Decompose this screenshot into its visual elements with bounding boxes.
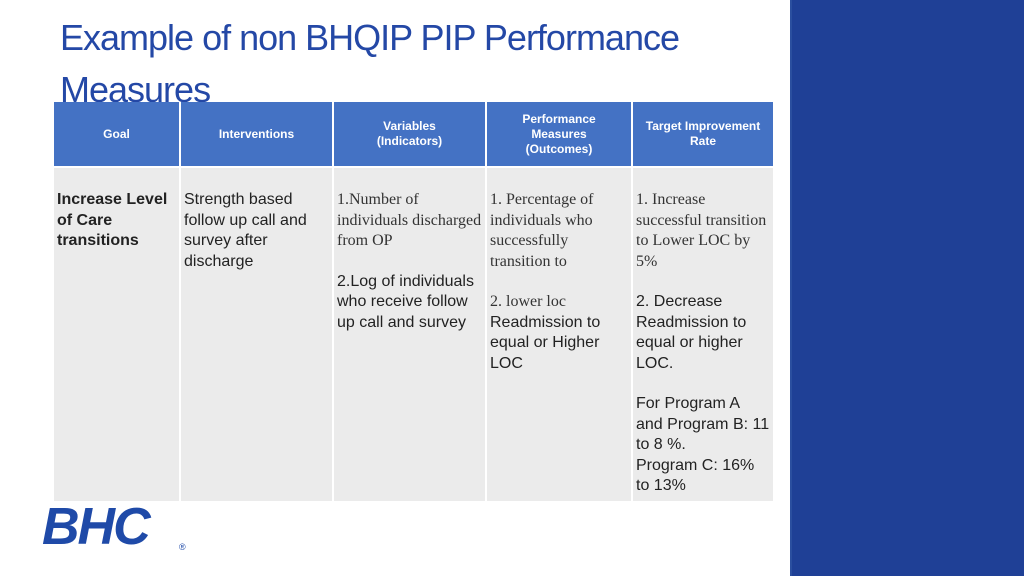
target-2: 2. Decrease Readmission to equal or high… [636,293,747,372]
variable-1: 1.Number of individuals discharged from … [337,191,482,249]
header-variables: Variables (Indicators) [334,102,485,166]
header-goal: Goal [54,102,179,166]
table-row: Increase Level of Care transitions Stren… [54,168,773,501]
performance-measures-table: Goal Interventions Variables (Indicators… [52,102,775,501]
target-3: For Program A and Program B: 11 to 8 %. [636,395,770,453]
target-1: 1. Increase successful transition to Low… [636,191,767,270]
header-variables-text: Variables (Indicators) [376,119,443,148]
table-header-row: Goal Interventions Variables (Indicators… [54,102,773,166]
header-interventions: Interventions [181,102,332,166]
slide-title: Example of non BHQIP PIP Performance Mea… [60,17,680,110]
header-performance-text: Performance Measures (Outcomes) [522,111,596,156]
side-panel [790,0,1024,576]
header-target-improvement-rate: Target Improvement Rate [633,102,773,166]
measure-2-readmission: Readmission to equal or Higher LOC [490,313,601,372]
goal-cell: Increase Level of Care transitions [54,168,179,501]
registered-mark: ® [179,542,186,552]
bhc-logo-text: BHC [42,500,152,552]
header-target-text: Target Improvement Rate [645,119,761,148]
header-performance-measures: Performance Measures (Outcomes) [487,102,631,166]
variables-cell: 1.Number of individuals discharged from … [334,168,485,501]
measure-2-lower-loc: 2. lower loc [490,293,566,310]
bhc-logo: BHC ® [42,500,186,552]
targets-cell: 1. Increase successful transition to Low… [633,168,773,501]
variable-2: 2.Log of individuals who receive follow … [337,272,474,331]
measures-cell: 1. Percentage of individuals who success… [487,168,631,501]
interventions-cell: Strength based follow up call and survey… [181,168,332,501]
measure-1: 1. Percentage of individuals who success… [490,191,594,270]
target-4: Program C: 16% to 13% [636,456,755,495]
